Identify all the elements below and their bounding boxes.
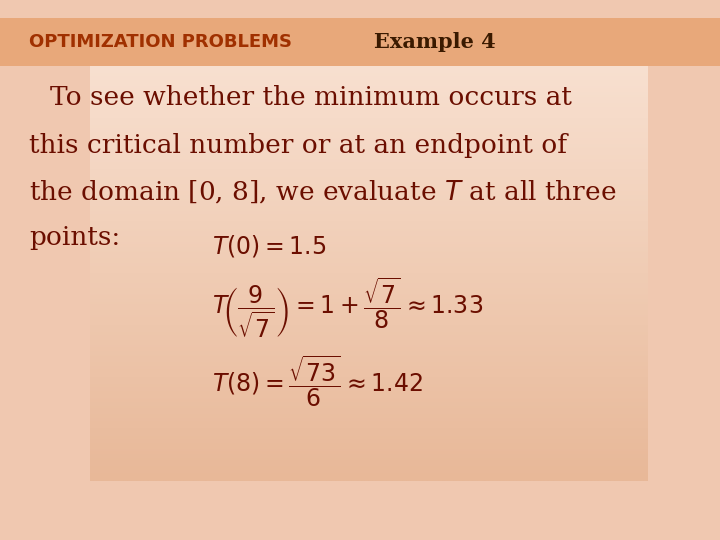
Text: $T(8) = \dfrac{\sqrt{73}}{6} \approx 1.42$: $T(8) = \dfrac{\sqrt{73}}{6} \approx 1.4… [212, 353, 423, 409]
Text: $T\!\left(\dfrac{9}{\sqrt{7}}\right) = 1 + \dfrac{\sqrt{7}}{8} \approx 1.33$: $T\!\left(\dfrac{9}{\sqrt{7}}\right) = 1… [212, 275, 484, 340]
Text: To see whether the minimum occurs at: To see whether the minimum occurs at [50, 85, 572, 110]
Text: points:: points: [29, 225, 120, 250]
Text: $T(0) = 1.5$: $T(0) = 1.5$ [212, 233, 327, 259]
Text: Example 4: Example 4 [374, 32, 496, 52]
Text: this critical number or at an endpoint of: this critical number or at an endpoint o… [29, 133, 567, 158]
Text: the domain [0, 8], we evaluate $\mathit{T}$ at all three: the domain [0, 8], we evaluate $\mathit{… [29, 178, 616, 205]
Text: OPTIMIZATION PROBLEMS: OPTIMIZATION PROBLEMS [29, 33, 292, 51]
